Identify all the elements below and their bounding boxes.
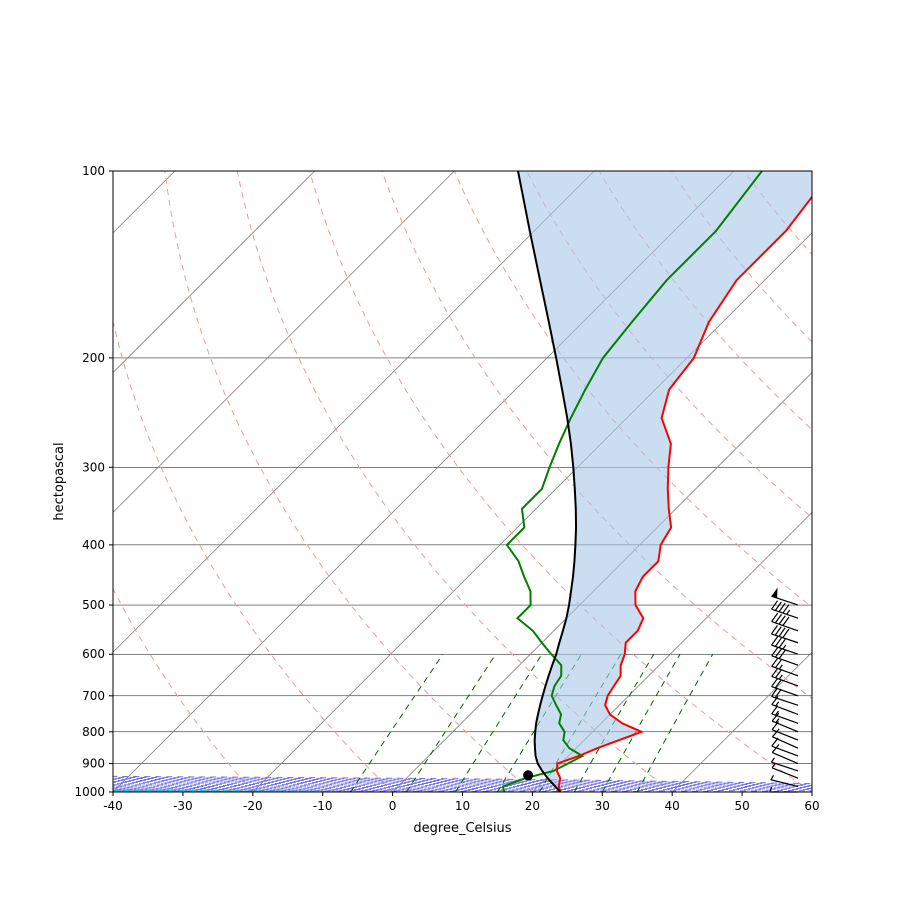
y-tick-label: 1000 [74,785,105,799]
wind-barb [772,646,802,665]
x-tick-label: 30 [595,799,610,813]
x-tick-label: -10 [313,799,333,813]
lcl-marker [523,770,533,780]
y-tick-label: 300 [82,460,105,474]
mixing-ratio-line [351,654,443,792]
dry-adiabat [889,171,900,792]
mixing-ratio-line [637,654,712,792]
wind-barb [772,667,802,686]
dry-adiabat [165,171,532,792]
moist-adiabat [0,758,900,792]
dry-adiabat [744,171,900,792]
x-tick-label: -40 [103,799,123,813]
y-tick-label: 100 [82,164,105,178]
y-tick-label: 800 [82,725,105,739]
isotherm [0,171,35,792]
wind-barb [772,657,802,676]
y-tick-label: 900 [82,757,105,771]
skewt-diagram: -40 -30 -20 -10 0 10 20 30 40 50 60 100 200 300 400 500… [0,0,900,900]
x-tick-label: 40 [665,799,680,813]
y-tick-label: 700 [82,689,105,703]
isotherm [812,171,900,792]
plot-area [0,171,900,792]
isotherm [0,171,454,792]
x-tick-label: 60 [804,799,819,813]
wind-barb [772,728,802,749]
cin-shading [518,171,832,792]
dry-adiabat [93,171,393,792]
x-tick-label: 20 [525,799,540,813]
x-tick-label: 50 [734,799,749,813]
x-tick-label: 10 [455,799,470,813]
moist-adiabat [0,759,900,792]
wind-barb [772,743,802,763]
isotherm [0,171,315,792]
dry-adiabat [816,171,900,792]
y-tick-label: 200 [82,351,105,365]
x-tick-label: -20 [243,799,263,813]
wind-barb [771,687,801,705]
moist-adiabat [0,760,900,792]
x-tick-label: -30 [173,799,193,813]
moist-adiabat [0,758,900,792]
y-axis-label: hectopascal [52,442,67,520]
y-tick-label: 500 [82,598,105,612]
x-tick-label: 0 [389,799,397,813]
y-tick-label: 600 [82,647,105,661]
mixing-ratio-line [407,654,496,792]
x-axis-label: degree_Celsius [413,821,511,836]
y-tick-label: 400 [82,538,105,552]
